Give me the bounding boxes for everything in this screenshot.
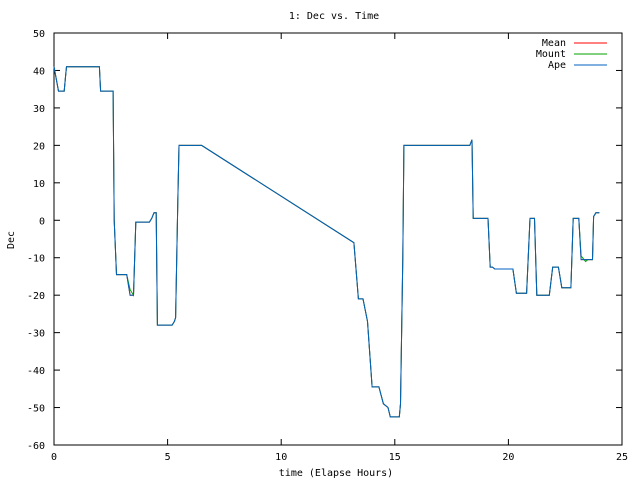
plot-frame (53, 32, 623, 446)
x-tick-label: 0 (51, 452, 57, 463)
y-tick-label: -30 (27, 329, 45, 340)
y-tick-label: -20 (27, 291, 45, 302)
series-line-mount (53, 66, 600, 418)
series-lines (53, 66, 600, 418)
y-tick-label: 30 (33, 104, 45, 115)
x-tick-label: 5 (165, 452, 171, 463)
x-axis-label: time (Elapse Hours) (279, 468, 393, 479)
y-tick-label: 50 (33, 29, 45, 40)
legend-label-mean: Mean (542, 38, 566, 49)
x-tick-label: 25 (616, 452, 628, 463)
series-line-ape (53, 66, 600, 418)
legend-label-ape: Ape (548, 60, 566, 71)
legend-label-mount: Mount (536, 49, 566, 60)
x-axis: 0 5 10 15 20 25 (51, 33, 628, 463)
chart-title: 1: Dec vs. Time (289, 11, 379, 22)
y-tick-label: -10 (27, 254, 45, 265)
y-tick-label: -40 (27, 366, 45, 377)
y-tick-label: 40 (33, 66, 45, 77)
y-axis: -60 -50 -40 -30 -20 -10 0 10 20 30 40 50 (27, 29, 622, 452)
y-axis-label: Dec (6, 231, 17, 249)
series-line-mean (53, 66, 600, 418)
y-tick-label: 10 (33, 179, 45, 190)
x-tick-label: 20 (502, 452, 514, 463)
y-tick-label: -50 (27, 404, 45, 415)
y-tick-label: 20 (33, 141, 45, 152)
y-tick-label: 0 (39, 216, 45, 227)
x-tick-label: 10 (275, 452, 287, 463)
x-tick-label: 15 (389, 452, 401, 463)
y-tick-label: -60 (27, 441, 45, 452)
